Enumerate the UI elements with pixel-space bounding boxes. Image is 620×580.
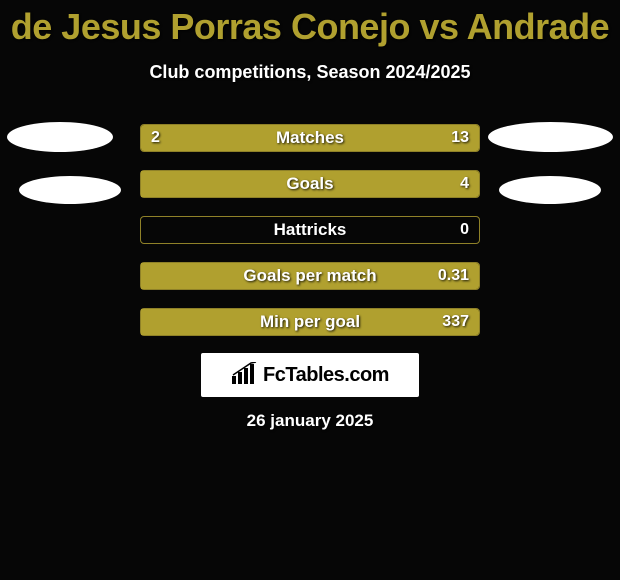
bar-value-right: 13 <box>451 125 469 151</box>
bar-value-right: 337 <box>442 309 469 335</box>
bar-label: Min per goal <box>141 309 479 335</box>
bar-label: Matches <box>141 125 479 151</box>
bars-icon <box>231 362 257 389</box>
bar-label: Goals per match <box>141 263 479 289</box>
bar-label: Hattricks <box>141 217 479 243</box>
bar-value-right: 0.31 <box>438 263 469 289</box>
ellipse-left-2 <box>19 176 121 204</box>
bar-label: Goals <box>141 171 479 197</box>
bar-row-matches: 2 Matches 13 <box>140 124 480 152</box>
ellipse-right-2 <box>499 176 601 204</box>
page-subtitle: Club competitions, Season 2024/2025 <box>0 62 620 83</box>
date-text: 26 january 2025 <box>0 411 620 431</box>
bar-row-hattricks: Hattricks 0 <box>140 216 480 244</box>
bar-value-right: 0 <box>460 217 469 243</box>
page-title: de Jesus Porras Conejo vs Andrade <box>0 0 620 48</box>
bar-row-mpg: Min per goal 337 <box>140 308 480 336</box>
ellipse-right-top <box>488 122 613 152</box>
bar-row-gpm: Goals per match 0.31 <box>140 262 480 290</box>
bar-row-goals: Goals 4 <box>140 170 480 198</box>
bar-value-right: 4 <box>460 171 469 197</box>
branding-box: FcTables.com <box>201 353 419 397</box>
ellipse-left-top <box>7 122 113 152</box>
branding-text: FcTables.com <box>263 364 389 387</box>
